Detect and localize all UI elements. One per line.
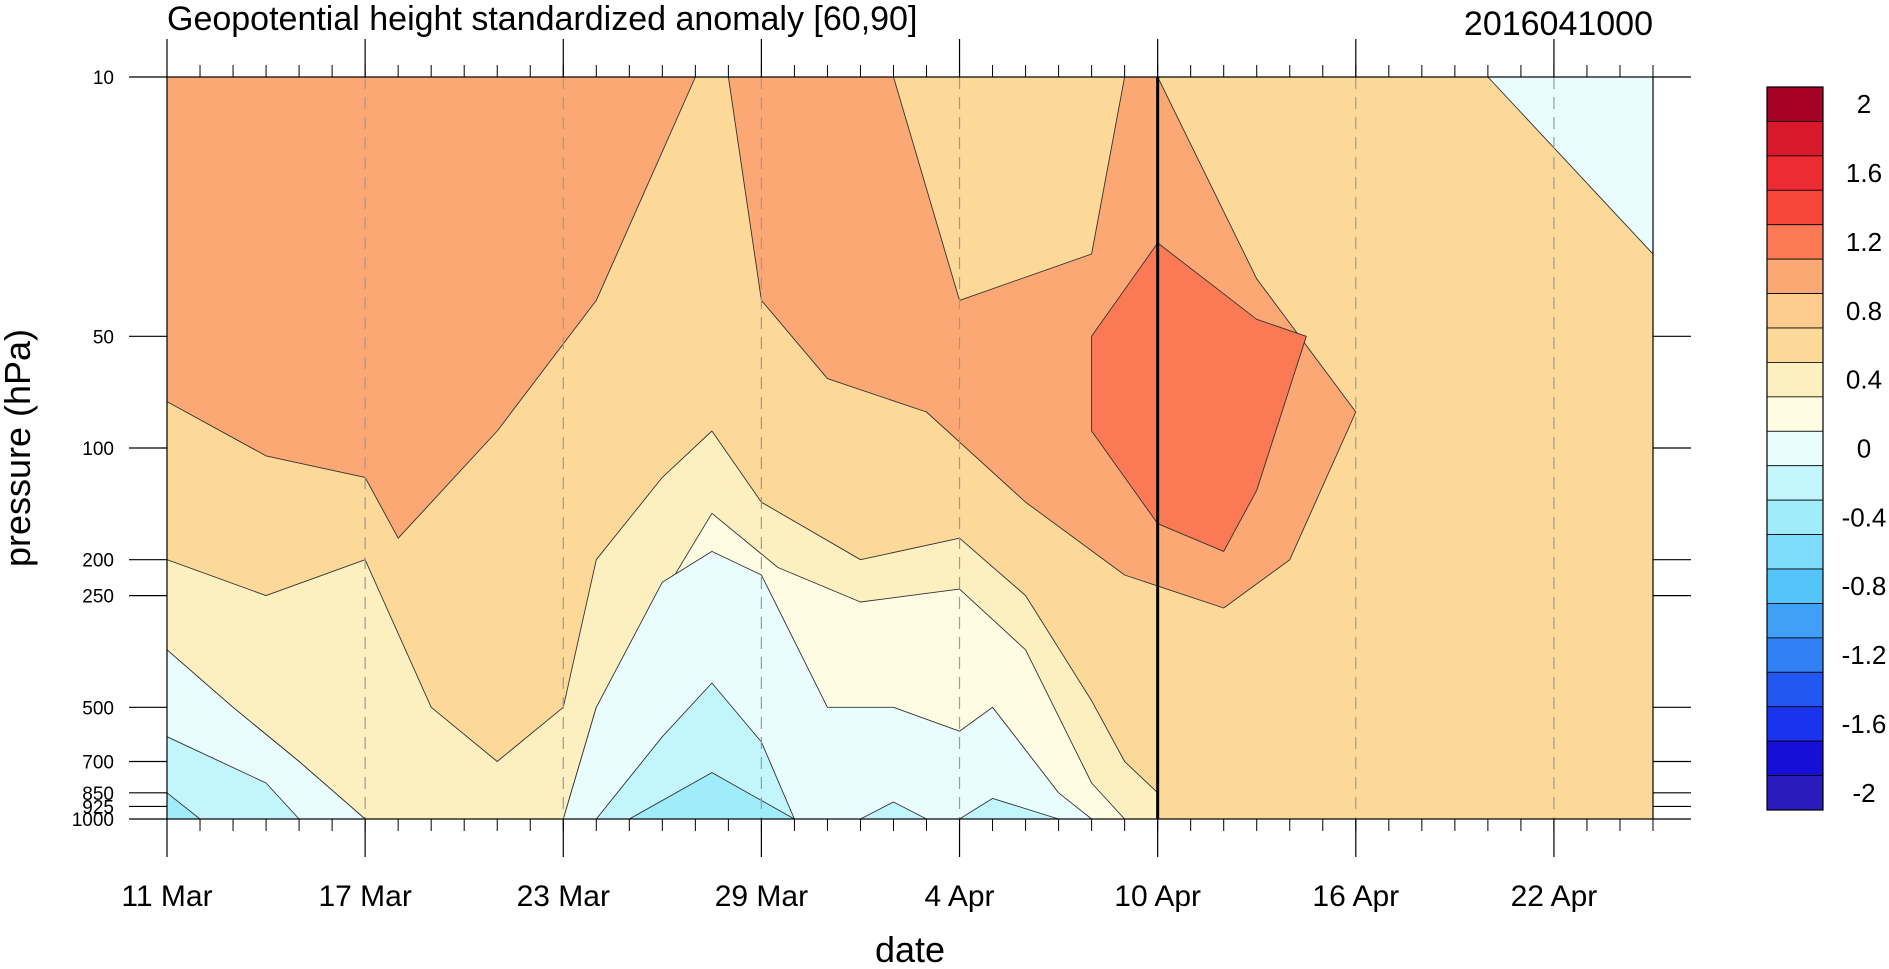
x-axis-label: date	[875, 929, 945, 969]
contour-region-3	[167, 77, 696, 539]
y-tick-label: 200	[82, 551, 114, 572]
contour-region-16	[628, 772, 795, 819]
contour-region-15	[167, 792, 201, 819]
x-axis-ticks: 11 Mar 17 Mar 23 Mar 29 Mar 4 Apr 10 Apr 16 Ap…	[121, 39, 1597, 913]
colorbar-swatch	[1766, 189, 1824, 226]
y-axis-label: pressure (hPa)	[0, 329, 38, 567]
colorbar-label: 1.6	[1846, 158, 1882, 188]
colorbar-swatch	[1766, 534, 1824, 570]
colorbar-label: -2	[1852, 778, 1875, 808]
x-tick-label: 4 Apr	[925, 880, 995, 913]
colorbar-label: -1.2	[1842, 640, 1887, 670]
x-tick-label: 10 Apr	[1114, 880, 1201, 913]
colorbar-frame	[1766, 86, 1824, 811]
colorbar-swatch	[1766, 671, 1824, 708]
colorbar-swatch	[1766, 327, 1824, 363]
chart-run-id: 2016041000	[1464, 5, 1653, 43]
y-tick-label: 500	[82, 698, 114, 719]
x-tick-label: 23 Mar	[517, 880, 610, 913]
y-tick-label: 250	[82, 587, 114, 608]
x-tick-label: 11 Mar	[121, 880, 212, 913]
colorbar-swatch	[1766, 775, 1824, 811]
colorbar-swatch	[1766, 258, 1824, 294]
colorbar-swatch	[1766, 86, 1824, 122]
colorbar-label: -1.6	[1842, 709, 1887, 739]
colorbar-swatch	[1766, 121, 1824, 157]
colorbar-swatch	[1766, 396, 1824, 432]
contour-regions	[167, 77, 1653, 819]
colorbar-swatch	[1766, 155, 1824, 191]
colorbar-swatch	[1766, 293, 1824, 329]
colorbar-swatch	[1766, 603, 1824, 639]
colorbar-swatch	[1766, 740, 1824, 776]
colorbar-label: -0.8	[1842, 571, 1887, 601]
colorbar-swatch	[1766, 362, 1824, 398]
contour-region-12	[595, 682, 795, 819]
colorbar-swatch	[1766, 430, 1824, 467]
contour-region-11	[167, 736, 300, 819]
contour-region-13	[860, 801, 927, 819]
colorbar-swatch	[1766, 224, 1824, 260]
colorbar-swatch	[1766, 568, 1824, 604]
y-tick-label: 10	[93, 68, 114, 89]
colorbar-swatch	[1766, 465, 1824, 501]
colorbar-label: 2	[1857, 89, 1871, 119]
y-tick-label: 50	[93, 327, 114, 348]
x-tick-label: 16 Apr	[1312, 880, 1399, 913]
minor-day-ticks	[166, 65, 1654, 831]
contour-region-14	[959, 797, 1060, 819]
y-tick-label: 100	[82, 439, 114, 460]
colorbar-label: -0.4	[1842, 502, 1887, 532]
x-tick-label: 17 Mar	[318, 880, 411, 913]
contour-region-5	[1091, 242, 1307, 552]
y-tick-label: 1000	[72, 810, 114, 831]
x-tick-label: 29 Mar	[715, 880, 808, 913]
colorbar: 2 1.6 1.2 0.8 0.4 0 -0.4 -0.8 -1.2 -1.6 -2	[1766, 86, 1887, 811]
y-tick-label: 700	[82, 753, 114, 774]
colorbar-label: 0.4	[1846, 365, 1882, 395]
colorbar-label: 0	[1857, 434, 1871, 464]
colorbar-swatch	[1766, 499, 1824, 535]
x-tick-label: 22 Apr	[1511, 880, 1598, 913]
colorbar-label: 0.8	[1846, 296, 1882, 326]
contour-region-17	[1487, 77, 1653, 255]
colorbar-label: 1.2	[1846, 227, 1882, 257]
y-tick-label: 925	[82, 797, 114, 818]
y-tick-label: 850	[82, 784, 114, 805]
chart-title: Geopotential height standardized anomaly…	[167, 0, 917, 38]
colorbar-swatch	[1766, 706, 1824, 742]
colorbar-swatch	[1766, 637, 1824, 673]
